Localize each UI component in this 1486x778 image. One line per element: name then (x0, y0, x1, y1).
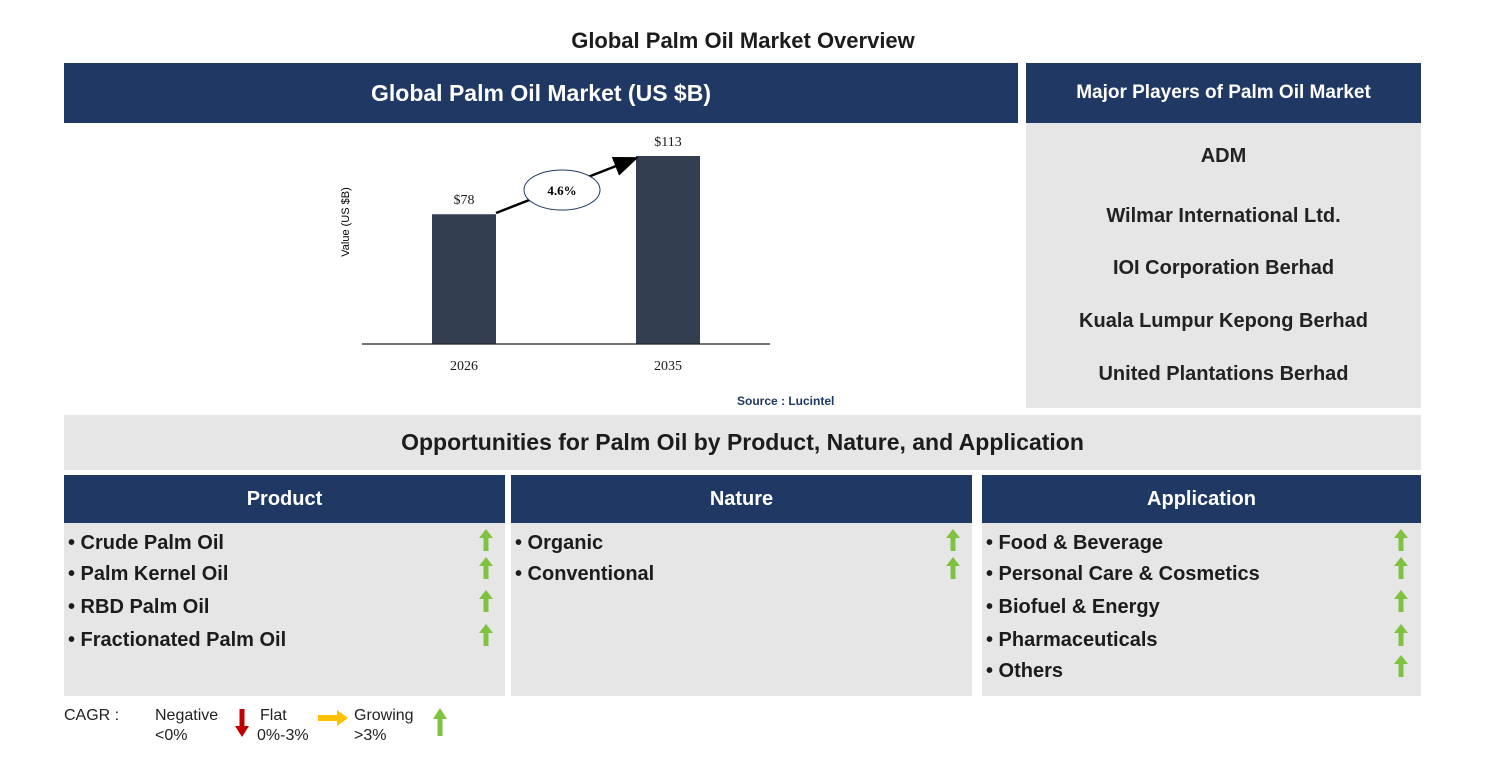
legend-flat: Flat 0%-3% (257, 706, 309, 746)
application-item-personal-care: • Personal Care & Cosmetics (986, 563, 1260, 585)
green-up-arrow-icon (946, 557, 960, 579)
green-up-arrow-icon (1394, 624, 1408, 646)
player-klk: Kuala Lumpur Kepong Berhad (1079, 310, 1368, 332)
cagr-arrow (495, 156, 639, 215)
application-item-others: • Others (986, 660, 1064, 682)
product-item-rbd-palm-oil: • RBD Palm Oil (68, 596, 210, 618)
category-label-2035: 2035 (654, 359, 682, 374)
source-note: Source : Lucintel (737, 394, 835, 408)
application-item-pharmaceuticals: • Pharmaceuticals (986, 629, 1158, 651)
legend-growing: Growing >3% (354, 706, 414, 746)
legend-growing-range: >3% (354, 727, 387, 744)
player-wilmar: Wilmar International Ltd. (1106, 205, 1341, 227)
green-up-arrow-icon (1394, 529, 1408, 551)
players-header: Major Players of Palm Oil Market (1026, 63, 1421, 123)
green-up-arrow-icon (479, 590, 493, 612)
segment-body-product: • Crude Palm Oil • Palm Kernel Oil • RBD… (64, 523, 505, 696)
player-ioi: IOI Corporation Berhad (1112, 257, 1335, 279)
segment-body-application: • Food & Beverage • Personal Care & Cosm… (982, 523, 1421, 696)
yellow-right-arrow-icon (318, 710, 348, 726)
bar-2026 (432, 214, 496, 344)
green-up-arrow-icon (479, 529, 493, 551)
opportunities-title: Opportunities for Palm Oil by Product, N… (64, 415, 1421, 470)
cagr-label: 4.6% (547, 183, 576, 198)
green-up-arrow-icon (433, 708, 447, 736)
cagr-bubble (523, 169, 601, 211)
segment-header-nature: Nature (511, 475, 972, 523)
y-axis-label: Value (US $B) (340, 187, 352, 257)
players-panel: ADM Wilmar International Ltd. IOI Corpor… (1026, 123, 1421, 408)
bar-2035 (636, 156, 700, 344)
legend-negative: Negative <0% (155, 706, 218, 746)
legend-flat-label: Flat (260, 707, 287, 724)
nature-item-conventional: • Conventional (515, 563, 655, 585)
legend-flat-range: 0%-3% (257, 727, 309, 744)
nature-item-organic: • Organic (515, 532, 604, 554)
chart-panel-header: Global Palm Oil Market (US $B) (64, 63, 1018, 123)
value-label-2026: $78 (454, 193, 475, 208)
player-united-plantations: United Plantations Berhad (1098, 363, 1349, 385)
application-item-biofuel: • Biofuel & Energy (986, 596, 1160, 618)
red-down-arrow-icon (235, 709, 249, 737)
segment-header-application: Application (982, 475, 1421, 523)
green-up-arrow-icon (479, 624, 493, 646)
value-label-2035: $113 (654, 135, 681, 150)
application-item-food-beverage: • Food & Beverage (986, 532, 1164, 554)
green-up-arrow-icon (479, 557, 493, 579)
green-up-arrow-icon (1394, 655, 1408, 677)
segment-header-product: Product (64, 475, 505, 523)
legend-cagr-label: CAGR : (64, 707, 120, 724)
product-item-palm-kernel-oil: • Palm Kernel Oil (68, 563, 229, 585)
green-up-arrow-icon (1394, 557, 1408, 579)
legend-negative-range: <0% (155, 727, 188, 744)
player-adm: ADM (1200, 145, 1247, 167)
category-label-2026: 2026 (450, 359, 478, 374)
legend-negative-label: Negative (155, 707, 219, 724)
product-item-fractionated-palm-oil: • Fractionated Palm Oil (68, 629, 287, 651)
page-title: Global Palm Oil Market Overview (571, 28, 915, 53)
segment-body-nature: • Organic • Conventional (511, 523, 972, 696)
product-item-crude-palm-oil: • Crude Palm Oil (68, 532, 224, 554)
green-up-arrow-icon (1394, 590, 1408, 612)
green-up-arrow-icon (946, 529, 960, 551)
legend-growing-label: Growing (354, 707, 414, 724)
